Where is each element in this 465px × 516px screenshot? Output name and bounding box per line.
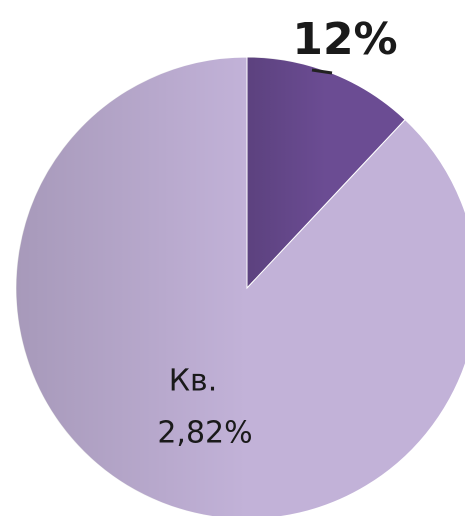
category-label: Кв. [169,364,218,399]
annotation: 2,82% [157,416,252,451]
data-label: 12% [292,14,397,65]
leader-line [311,68,333,75]
